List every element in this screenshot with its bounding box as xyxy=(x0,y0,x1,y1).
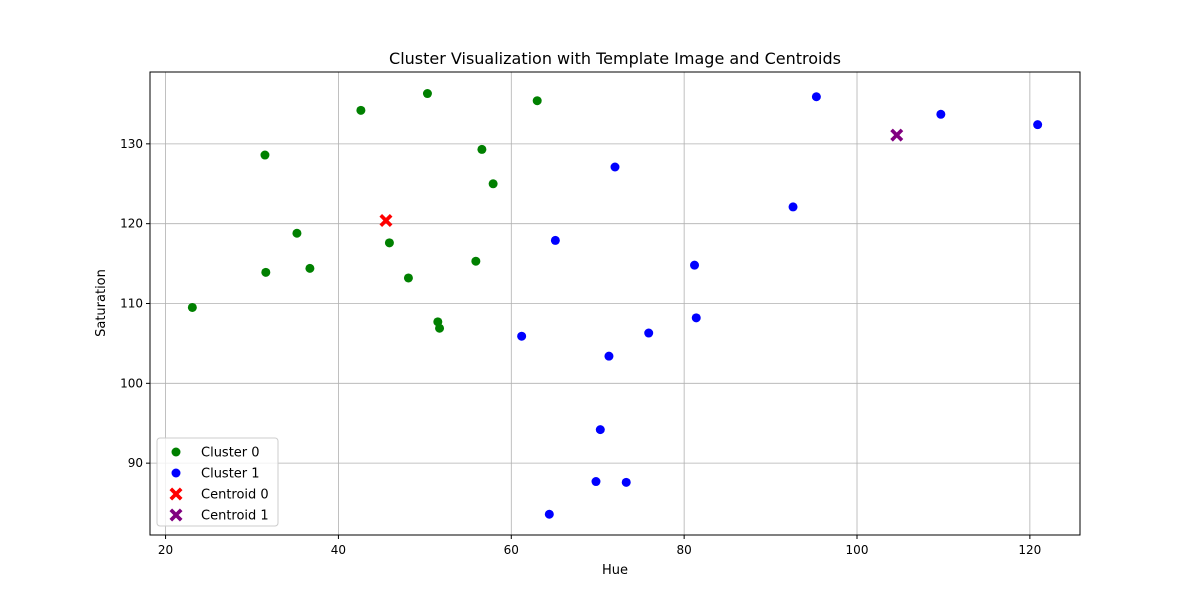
scatter-point xyxy=(422,89,432,99)
scatter-point xyxy=(690,260,700,270)
data-points xyxy=(187,89,1043,519)
scatter-point xyxy=(1033,120,1043,130)
scatter-point xyxy=(477,144,487,154)
scatter-point xyxy=(305,263,315,273)
scatter-point xyxy=(532,96,542,106)
legend-label: Centroid 1 xyxy=(201,509,269,524)
scatter-point xyxy=(591,477,601,487)
scatter-point xyxy=(610,162,620,172)
x-tick-label: 80 xyxy=(677,543,692,557)
legend-label: Cluster 1 xyxy=(201,467,260,482)
y-tick-label: 130 xyxy=(120,137,143,151)
scatter-point xyxy=(187,302,197,312)
axis-ticks: 20 40 60 80 100 120 90 100 110 120 130 xyxy=(120,137,1041,557)
x-tick-label: 20 xyxy=(158,543,173,557)
legend-label: Cluster 0 xyxy=(201,446,260,461)
scatter-point xyxy=(488,179,498,189)
scatter-point xyxy=(384,238,394,248)
centroid-marker xyxy=(379,213,393,227)
scatter-point xyxy=(691,313,701,323)
scatter-point xyxy=(544,509,554,519)
x-tick-label: 100 xyxy=(846,543,869,557)
legend-label: Centroid 0 xyxy=(201,488,269,503)
scatter-point xyxy=(261,267,271,277)
scatter-point xyxy=(517,331,527,341)
scatter-point xyxy=(292,228,302,238)
scatter-point xyxy=(936,109,946,119)
scatter-point xyxy=(644,328,654,338)
scatter-point xyxy=(403,273,413,283)
y-tick-label: 120 xyxy=(120,217,143,231)
legend-marker-icon xyxy=(169,487,183,501)
legend-marker-icon xyxy=(171,468,181,478)
y-tick-label: 110 xyxy=(120,297,143,311)
scatter-point xyxy=(595,425,605,435)
y-tick-label: 90 xyxy=(128,456,143,470)
centroid-marker xyxy=(890,128,904,142)
y-tick-label: 100 xyxy=(120,376,143,390)
legend-marker-icon xyxy=(169,508,183,522)
scatter-point xyxy=(811,92,821,102)
legend-marker-icon xyxy=(171,447,181,457)
scatter-point xyxy=(356,105,366,115)
scatter-point xyxy=(435,323,445,333)
scatter-point xyxy=(621,477,631,487)
legend: Cluster 0 Cluster 1 Centroid 0 Centroid 1 xyxy=(156,437,279,527)
scatter-point xyxy=(471,256,481,266)
x-tick-label: 40 xyxy=(331,543,346,557)
x-axis-label: Hue xyxy=(602,563,628,578)
chart-title: Cluster Visualization with Template Imag… xyxy=(389,49,841,68)
x-tick-label: 120 xyxy=(1018,543,1041,557)
scatter-point xyxy=(788,202,798,212)
grid-lines xyxy=(150,72,1080,535)
y-axis-label: Saturation xyxy=(94,269,109,337)
legend-box xyxy=(156,437,279,527)
x-tick-label: 60 xyxy=(504,543,519,557)
scatter-point xyxy=(550,235,560,245)
scatter-point xyxy=(260,150,270,160)
scatter-point xyxy=(604,351,614,361)
